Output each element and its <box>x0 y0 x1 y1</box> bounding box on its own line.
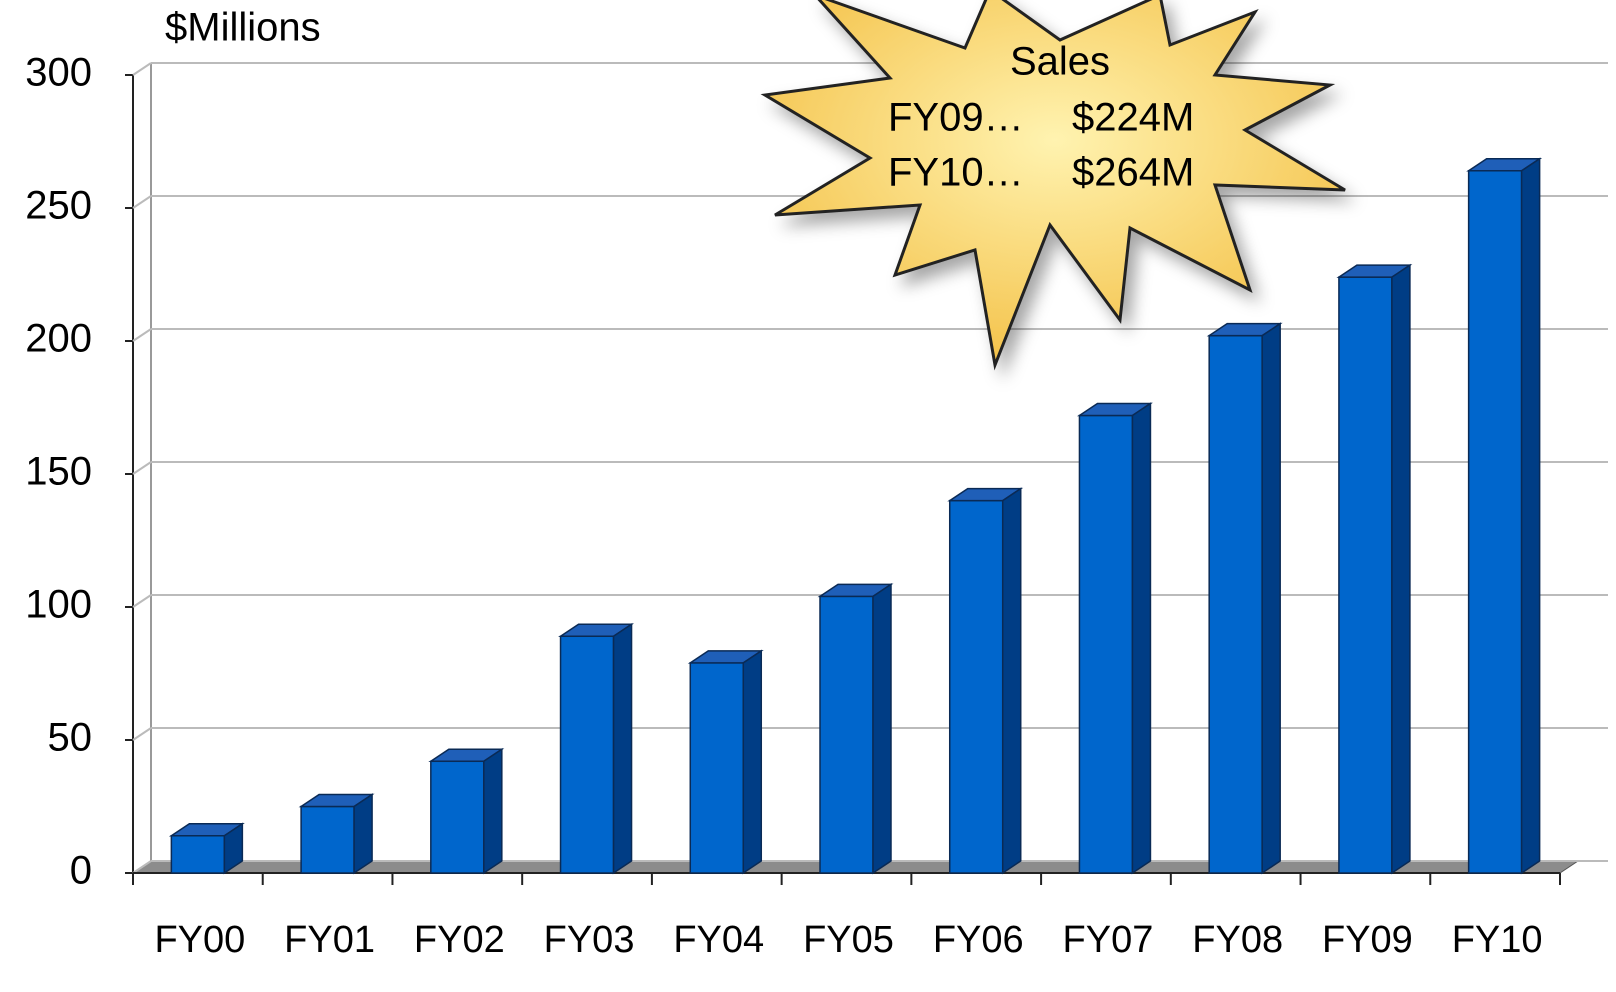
y-tick-label: 0 <box>70 849 92 893</box>
bar-front <box>430 760 485 874</box>
x-tick-label: FY09 <box>1322 919 1413 961</box>
annotation: $264M <box>1072 151 1194 195</box>
bar-side <box>612 622 633 875</box>
y-axis-label: $Millions <box>165 6 321 50</box>
bar-side <box>872 582 892 875</box>
x-tick-label: FY00 <box>154 919 245 961</box>
bar-front <box>819 595 874 874</box>
bar-side <box>483 747 503 875</box>
bar <box>1336 263 1413 875</box>
starburst: Sales FY09… $224M FY10… $264M <box>760 0 1346 371</box>
bar-side <box>1001 487 1022 875</box>
bar <box>428 747 505 875</box>
bar <box>558 622 635 875</box>
bar-side <box>223 822 244 875</box>
bar <box>1466 157 1543 875</box>
grid-line <box>132 195 152 209</box>
bar-side <box>1391 263 1411 875</box>
x-tick-label: FY08 <box>1192 919 1283 961</box>
bar-side <box>1261 322 1281 875</box>
x-tick-label: FY01 <box>284 919 375 961</box>
annotation: $224M <box>1072 96 1194 140</box>
x-tick-label: FY04 <box>673 919 764 961</box>
bar <box>168 822 245 875</box>
y-tick-label: 50 <box>48 716 93 760</box>
bar <box>298 793 375 875</box>
bar-front <box>1338 276 1393 874</box>
y-tick-label: 100 <box>25 583 92 627</box>
x-tick-label: FY07 <box>1063 919 1154 961</box>
bar-side <box>742 649 763 875</box>
plot-area: 0 50 100 150 200 250 300 FY00 FY01 FY02 FY03 FY04 FY… <box>25 51 1608 961</box>
annotation: FY09… <box>888 96 1024 140</box>
bar-front <box>1467 170 1523 874</box>
bar-side <box>353 793 373 875</box>
grid-line <box>132 860 152 874</box>
bar <box>817 582 894 875</box>
x-tick-label: FY02 <box>414 919 505 961</box>
bar-front <box>948 499 1004 874</box>
x-tick-label: FY03 <box>544 919 635 961</box>
bar-side <box>1131 402 1152 875</box>
y-tick-label: 250 <box>25 184 92 228</box>
bar <box>687 649 764 875</box>
x-tick-label: FY10 <box>1452 919 1543 961</box>
x-tick-label: FY06 <box>933 919 1024 961</box>
y-tick-label: 200 <box>25 317 92 361</box>
starburst-shape <box>760 0 1346 371</box>
bar-front <box>170 835 226 874</box>
grid-line <box>132 461 152 475</box>
grid-line <box>132 727 152 741</box>
grid-line <box>132 328 152 342</box>
bar <box>1206 322 1283 875</box>
y-tick-label: 150 <box>25 450 92 494</box>
bar <box>947 487 1024 875</box>
bar-front <box>1078 414 1134 874</box>
x-tick-label: FY05 <box>803 919 894 961</box>
bar-side <box>1520 157 1541 875</box>
grid-line <box>132 62 152 76</box>
bar-front <box>559 635 615 874</box>
bar-front <box>689 662 745 874</box>
annotation: FY10… <box>888 151 1024 195</box>
annotation: Sales <box>1010 40 1110 84</box>
bar-front <box>300 805 355 874</box>
bar <box>1076 402 1153 875</box>
y-tick-label: 300 <box>25 51 92 95</box>
bar-front <box>1208 334 1263 874</box>
grid-line <box>132 594 152 608</box>
